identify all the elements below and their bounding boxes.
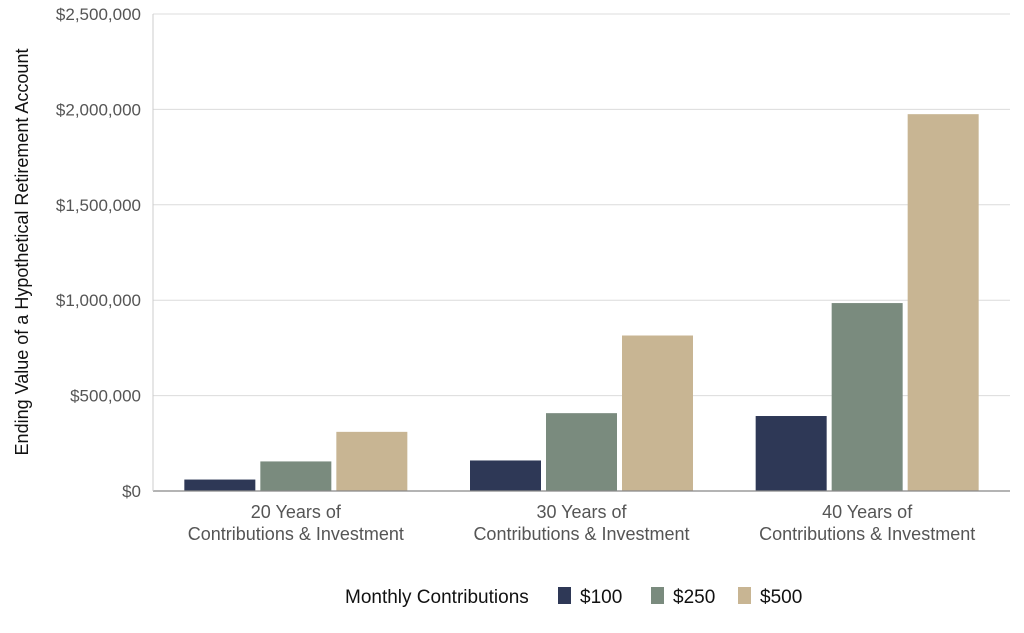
bar-250-1 xyxy=(260,461,332,491)
x-category-label: 20 Years of xyxy=(251,502,342,522)
y-tick-label: $2,000,000 xyxy=(56,100,141,119)
bar-100-1 xyxy=(184,479,256,491)
bar-250-2 xyxy=(546,413,617,491)
legend-swatch xyxy=(738,587,751,604)
x-category-label: Contributions & Investment xyxy=(759,524,975,544)
legend: Monthly Contributions $100 $250 $500 xyxy=(345,587,802,608)
y-tick-label: $0 xyxy=(122,482,141,501)
y-tick-label: $500,000 xyxy=(70,387,141,406)
x-category-label: 40 Years of xyxy=(822,502,913,522)
legend-label: $100 xyxy=(580,587,622,608)
x-category-label: Contributions & Investment xyxy=(188,524,404,544)
bar-500-2 xyxy=(622,335,693,491)
bar-250-3 xyxy=(831,303,903,491)
x-category-label: 30 Years of xyxy=(536,502,627,522)
legend-label: $500 xyxy=(760,587,802,608)
bar-100-2 xyxy=(470,460,541,491)
legend-label: $250 xyxy=(673,587,715,608)
bars xyxy=(184,114,979,492)
bar-500-1 xyxy=(336,431,408,491)
legend-title: Monthly Contributions xyxy=(345,587,529,608)
bar-500-3 xyxy=(907,114,979,492)
y-axis-title: Ending Value of a Hypothetical Retiremen… xyxy=(12,49,32,456)
legend-swatch xyxy=(651,587,664,604)
y-tick-label: $2,500,000 xyxy=(56,5,141,24)
y-axis-tick-labels: $0 $500,000 $1,000,000 $1,500,000 $2,000,000… xyxy=(56,5,141,501)
y-tick-label: $1,000,000 xyxy=(56,291,141,310)
x-category-label: Contributions & Investment xyxy=(473,524,689,544)
y-tick-label: $1,500,000 xyxy=(56,196,141,215)
bar-100-3 xyxy=(755,416,827,491)
legend-swatch xyxy=(558,587,571,604)
